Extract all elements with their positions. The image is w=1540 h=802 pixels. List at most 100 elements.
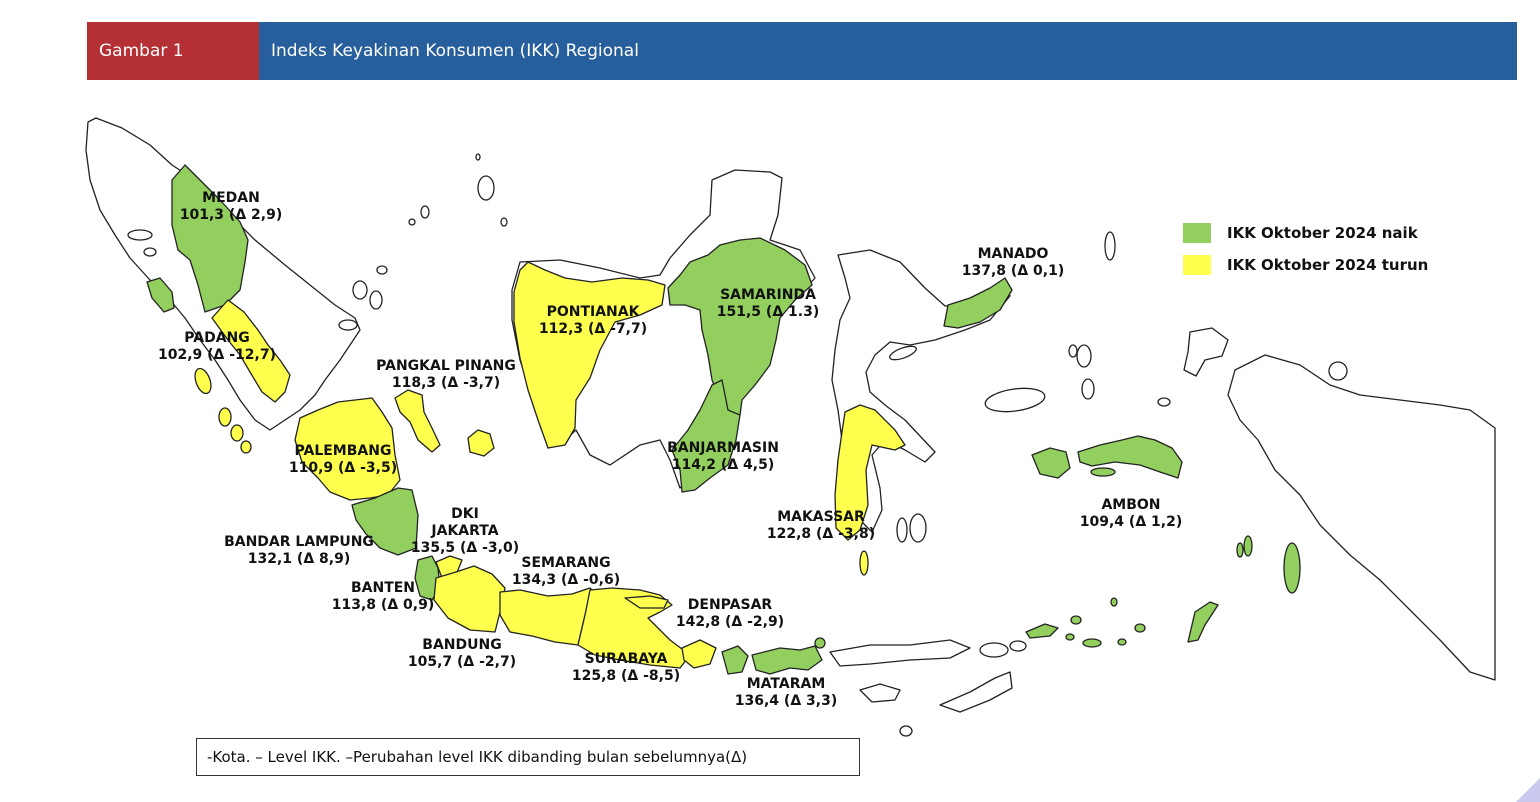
city-name: SEMARANG xyxy=(521,555,611,571)
denpasar-region xyxy=(681,639,717,669)
city-value: 136,4 (Δ 3,3) xyxy=(734,693,838,709)
riau-island-1 xyxy=(352,280,368,300)
ambon-region-buru xyxy=(1031,447,1071,479)
ntt-island-b xyxy=(1009,640,1027,652)
city-value: 118,3 (Δ -3,7) xyxy=(391,375,501,391)
padang-region xyxy=(211,299,291,403)
city-label-banten: BANTEN 113,8 (Δ 0,9) xyxy=(332,580,434,614)
city-name: BANDAR LAMPUNG xyxy=(224,534,374,550)
small-island-i xyxy=(1076,344,1092,368)
mentawai-island-3 xyxy=(230,424,244,442)
kei-island-a xyxy=(1243,535,1253,557)
city-label-makassar: MAKASSAR 122,8 (Δ -3,8) xyxy=(767,509,875,543)
makassar-region xyxy=(834,404,906,541)
flores-island xyxy=(829,639,971,667)
ntt-island-a xyxy=(979,642,1009,658)
city-value: 114,2 (Δ 4,5) xyxy=(671,457,775,473)
city-label-pangkal-pinang: PANGKAL PINANG 118,3 (Δ -3,7) xyxy=(376,358,516,392)
mentawai-island-1 xyxy=(194,367,212,395)
city-value: 102,9 (Δ -12,7) xyxy=(157,347,277,363)
city-value: 132,1 (Δ 8,9) xyxy=(247,551,351,567)
legend-item-naik: IKK Oktober 2024 naik xyxy=(1183,222,1428,244)
maluku-small-c xyxy=(1082,638,1102,648)
small-island-h xyxy=(1104,231,1116,261)
city-name: PONTIANAK xyxy=(546,304,640,320)
maluku-small-d xyxy=(1117,638,1127,646)
small-island-k xyxy=(1081,378,1095,400)
city-name: MATARAM xyxy=(746,676,826,692)
tanimbar-island xyxy=(1187,601,1219,643)
page-corner-decoration xyxy=(1516,778,1540,802)
city-label-medan: MEDAN 101,3 (Δ 2,9) xyxy=(180,190,282,224)
aru-island xyxy=(1283,542,1301,594)
maluku-small-e xyxy=(1134,623,1146,633)
city-name: DENPASAR xyxy=(687,597,773,613)
city-value: 142,8 (Δ -2,9) xyxy=(675,614,785,630)
small-island-e xyxy=(814,637,826,649)
bandar-lampung-region xyxy=(351,487,419,556)
city-label-banjarmasin: BANJARMASIN 114,2 (Δ 4,5) xyxy=(667,440,779,474)
pangkal-pinang-region xyxy=(394,389,441,453)
city-name: SAMARINDA xyxy=(720,287,816,303)
city-name: BANDUNG xyxy=(422,637,502,653)
small-island-f xyxy=(899,725,913,737)
mataram-region-sumbawa xyxy=(751,645,823,675)
halmahera-island xyxy=(1183,327,1229,377)
small-island-j xyxy=(1068,344,1078,358)
city-label-palembang: PALEMBANG 110,9 (Δ -3,5) xyxy=(289,443,397,477)
legend-note: -Kota. – Level IKK. –Perubahan level IKK… xyxy=(196,738,860,776)
small-island-o xyxy=(984,387,1046,413)
city-value: 137,8 (Δ 0,1) xyxy=(961,263,1065,279)
city-value: 105,7 (Δ -2,7) xyxy=(407,654,517,670)
city-value: 122,8 (Δ -3,8) xyxy=(766,526,876,542)
city-name: MAKASSAR xyxy=(777,509,865,525)
small-island-n xyxy=(1157,397,1171,407)
legend-swatch-naik xyxy=(1183,223,1211,243)
city-label-surabaya: SURABAYA 125,8 (Δ -8,5) xyxy=(572,651,680,685)
simeulue-island xyxy=(127,229,153,241)
legend-item-turun: IKK Oktober 2024 turun xyxy=(1183,254,1428,276)
mentawai-island-2 xyxy=(218,407,232,427)
city-name: AMBON xyxy=(1101,497,1161,513)
city-value: 112,3 (Δ -7,7) xyxy=(538,321,648,337)
city-value: 135,5 (Δ -3,0) xyxy=(410,540,520,556)
small-island-b xyxy=(408,218,416,226)
ambon-island xyxy=(1090,467,1116,477)
maluku-small-b xyxy=(1065,633,1075,641)
muna-island xyxy=(896,517,908,543)
ambon-region-seram xyxy=(1077,435,1183,479)
city-label-mataram: MATARAM 136,4 (Δ 3,3) xyxy=(735,676,837,710)
city-name: PALEMBANG xyxy=(294,443,392,459)
riau-island-2 xyxy=(369,290,383,310)
city-label-denpasar: DENPASAR 142,8 (Δ -2,9) xyxy=(676,597,784,631)
riau-island-4 xyxy=(376,265,388,275)
legend-label-naik: IKK Oktober 2024 naik xyxy=(1227,224,1418,242)
small-island-a xyxy=(143,247,157,257)
papua-outline xyxy=(1227,354,1496,681)
legend-swatch-turun xyxy=(1183,255,1211,275)
figure-number: Gambar 1 xyxy=(87,22,259,80)
city-value: 125,8 (Δ -8,5) xyxy=(571,668,681,684)
city-label-manado: MANADO 137,8 (Δ 0,1) xyxy=(962,246,1064,280)
natuna-island xyxy=(477,175,495,201)
riau-island-3 xyxy=(338,319,358,331)
buton-island xyxy=(909,513,927,543)
samarinda-region xyxy=(667,237,813,421)
legend-label-turun: IKK Oktober 2024 turun xyxy=(1227,256,1429,274)
city-name: BANTEN xyxy=(350,580,416,596)
city-label-bandung: BANDUNG 105,7 (Δ -2,7) xyxy=(408,637,516,671)
city-label-padang: PADANG 102,9 (Δ -12,7) xyxy=(158,330,276,364)
sumba-island xyxy=(859,683,901,703)
timor-island xyxy=(939,671,1013,713)
city-name: BANJARMASIN xyxy=(667,440,779,456)
mataram-region-lombok xyxy=(721,645,749,675)
city-value: 109,4 (Δ 1,2) xyxy=(1079,514,1183,530)
city-name: SURABAYA xyxy=(584,651,668,667)
pontianak-region xyxy=(513,261,666,449)
small-island-d xyxy=(475,153,481,161)
palembang-region xyxy=(294,397,401,501)
banjarmasin-region xyxy=(671,379,741,493)
city-name: PANGKAL PINANG xyxy=(376,358,516,374)
bandung-region xyxy=(433,565,506,633)
